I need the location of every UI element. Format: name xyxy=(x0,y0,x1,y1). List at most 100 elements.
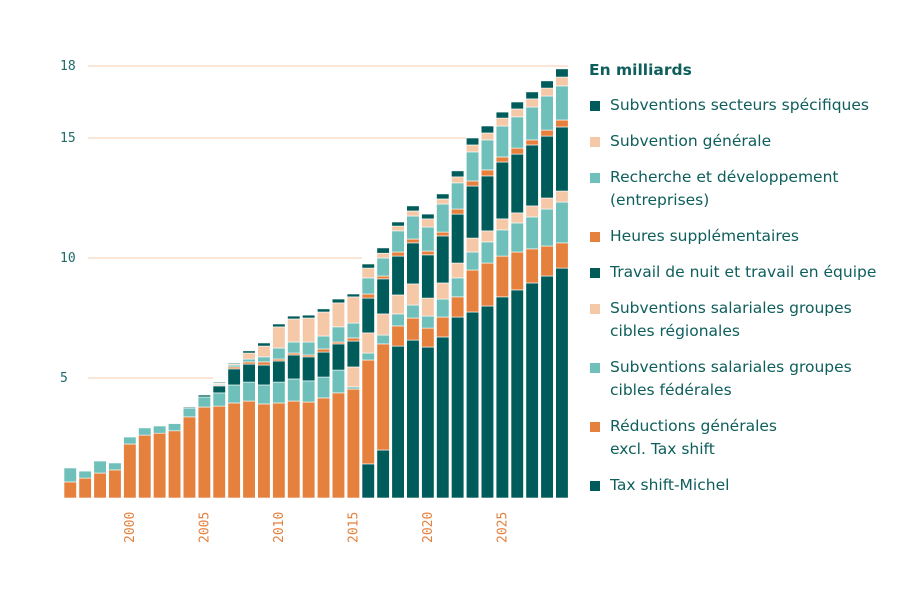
bar-segment-2012-s7 xyxy=(302,317,316,343)
bar-2004 xyxy=(182,406,196,499)
bar-segment-2022-s3 xyxy=(451,262,465,279)
bar-segment-2012-s6 xyxy=(302,341,316,356)
bar-segment-2020-s2 xyxy=(421,315,435,329)
bar-segment-2025-s7 xyxy=(495,117,509,127)
bar-segment-2020-s1 xyxy=(421,327,435,348)
bar-segment-2018-s4 xyxy=(391,255,405,296)
bar-segment-2001-s1 xyxy=(138,434,152,499)
legend-item: Travail de nuit et travail en équipe xyxy=(589,261,909,284)
bar-segment-2018-s5 xyxy=(391,251,405,257)
bar-2025 xyxy=(495,111,509,499)
bar-segment-2015-s1 xyxy=(346,388,360,499)
x-tick-label: 2020 xyxy=(421,512,436,543)
bar-segment-2008-s5 xyxy=(242,361,256,365)
bar-segment-2010-s8 xyxy=(272,323,286,328)
bar-segment-2024-s3 xyxy=(480,230,495,243)
bar-2027 xyxy=(525,91,539,499)
bar-segment-2029-s7 xyxy=(555,76,569,87)
bar-segment-2006-s8 xyxy=(212,381,226,384)
bar-segment-2016-s7 xyxy=(361,267,375,279)
bar-segment-2023-s6 xyxy=(465,151,480,182)
bar-segment-2025-s3 xyxy=(495,218,509,231)
bar-segment-2026-s2 xyxy=(510,222,524,253)
bar-segment-2026-s1 xyxy=(510,251,524,291)
bar-segment-2029-s2 xyxy=(555,201,569,244)
legend: En milliards Subventions secteurs spécif… xyxy=(589,60,909,510)
bar-segment-2017-s2 xyxy=(376,334,390,345)
legend-swatch xyxy=(590,101,600,111)
bar-segment-2024-s8 xyxy=(480,125,495,134)
bar-segment-2008-s2 xyxy=(242,381,256,402)
bar-segment-2019-s1 xyxy=(406,317,420,341)
x-tick-label: 2000 xyxy=(123,512,138,543)
bar-segment-2018-s1 xyxy=(391,325,405,347)
bar-segment-2021-s4 xyxy=(436,235,450,284)
bar-segment-2020-s6 xyxy=(421,226,435,252)
bar-segment-2023-s5 xyxy=(465,180,480,187)
y-tick-label: 10 xyxy=(60,251,76,266)
bar-segment-2021-s2 xyxy=(436,298,450,318)
legend-item: Subventions salariales groupes cibles fé… xyxy=(589,356,909,402)
bar-segment-2011-s1 xyxy=(287,400,301,499)
bar-segment-1999-s1 xyxy=(108,469,122,499)
bar-segment-2012-s8 xyxy=(302,314,316,319)
bar-segment-2006-s4 xyxy=(212,385,226,394)
bar-2020 xyxy=(421,213,435,499)
bar-segment-2016-s6 xyxy=(361,277,375,295)
bar-segment-2017-s4 xyxy=(376,278,390,315)
bar-segment-2029-s1 xyxy=(555,242,569,269)
gridlines xyxy=(88,65,569,379)
bar-2023 xyxy=(465,137,480,499)
bar-segment-2023-s7 xyxy=(465,144,480,153)
bar-segment-2002-s2 xyxy=(153,425,167,434)
bar-segment-2004-s4 xyxy=(182,406,196,409)
bar-segment-2020-s0 xyxy=(421,346,435,499)
bar-1999 xyxy=(108,462,122,499)
legend-label: Travail de nuit et travail en équipe xyxy=(610,263,877,281)
bar-segment-2000-s2 xyxy=(123,436,137,445)
legend-swatch xyxy=(590,232,600,242)
bar-segment-2028-s5 xyxy=(540,129,554,137)
y-tick-label: 15 xyxy=(60,131,76,146)
legend-label: Recherche et développement (entreprises) xyxy=(610,168,839,209)
bar-1997 xyxy=(78,470,92,499)
bar-segment-2027-s3 xyxy=(525,205,539,218)
bar-segment-2013-s8 xyxy=(316,308,331,313)
bar-segment-2028-s8 xyxy=(540,80,554,89)
bar-segment-2017-s1 xyxy=(376,343,390,451)
bar-segment-2028-s1 xyxy=(540,245,554,277)
bar-segment-2018-s2 xyxy=(391,313,405,327)
bar-segment-2022-s8 xyxy=(451,170,465,178)
bar-segment-2009-s2 xyxy=(257,384,271,405)
bar-segment-2018-s7 xyxy=(391,225,405,232)
bar-2003 xyxy=(168,423,182,499)
bar-segment-2029-s6 xyxy=(555,85,569,121)
bar-segment-2027-s7 xyxy=(525,98,539,108)
legend-swatch xyxy=(590,304,600,314)
bar-2007 xyxy=(227,362,241,499)
bar-segment-2001-s2 xyxy=(138,427,152,436)
bar-segment-2018-s8 xyxy=(391,221,405,227)
bar-2009 xyxy=(257,342,271,499)
bar-2001 xyxy=(138,427,152,499)
legend-label: Heures supplémentaires xyxy=(610,227,799,245)
bar-segment-2027-s0 xyxy=(525,282,539,499)
bar-segment-2017-s0 xyxy=(376,449,390,499)
bar-segment-2024-s7 xyxy=(480,132,495,141)
bar-segment-2024-s5 xyxy=(480,169,495,177)
bar-segment-2007-s8 xyxy=(227,362,241,365)
bar-2013 xyxy=(316,308,331,499)
bar-segment-2023-s8 xyxy=(465,137,480,146)
legend-swatch xyxy=(590,481,600,491)
bar-segment-2014-s8 xyxy=(331,298,346,304)
bar-segment-2004-s1 xyxy=(182,416,196,499)
bar-segment-2016-s0 xyxy=(361,463,375,499)
bar-segment-2006-s1 xyxy=(212,405,226,499)
bar-segment-1998-s2 xyxy=(93,460,107,474)
bar-2017 xyxy=(376,247,390,499)
bar-segment-2014-s6 xyxy=(331,326,346,343)
bar-segment-2015-s8 xyxy=(346,293,360,298)
bar-segment-2026-s7 xyxy=(510,108,524,118)
bar-1996 xyxy=(63,467,77,499)
